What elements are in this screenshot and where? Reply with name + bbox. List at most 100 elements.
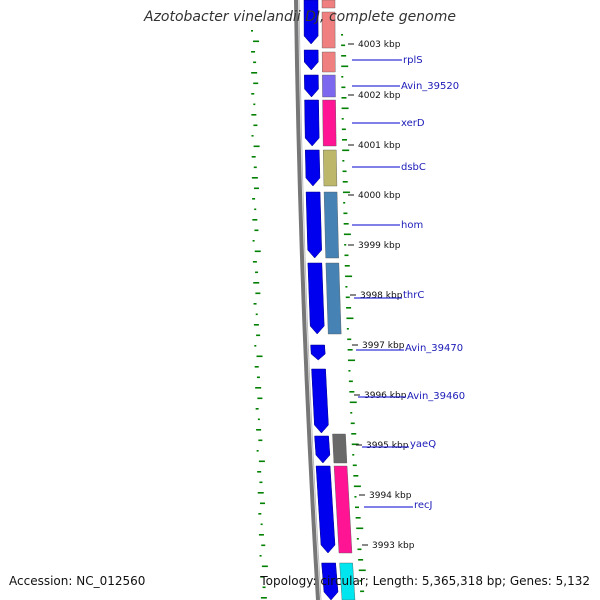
- gc-tick: [345, 275, 353, 278]
- gc-tick: [256, 334, 261, 337]
- gc-tick: [251, 156, 256, 158]
- cds-track: [303, 0, 339, 600]
- gc-tick: [356, 527, 364, 530]
- gc-tick: [256, 429, 262, 431]
- gc-tick: [258, 513, 262, 515]
- gc-tick: [346, 307, 352, 309]
- gc-tick: [257, 418, 260, 421]
- gc-tick: [253, 166, 257, 169]
- gc-tick: [344, 265, 350, 267]
- gc-tick: [262, 586, 266, 589]
- gc-tick: [355, 517, 361, 519]
- gc-tick: [260, 597, 267, 599]
- gc-tick: [255, 387, 262, 389]
- gc-tick: [259, 481, 263, 484]
- gc-tick: [345, 286, 348, 288]
- feature-block: [321, 51, 336, 73]
- gc-tick: [346, 328, 349, 330]
- gc-tick: [256, 355, 263, 358]
- gc-tick: [342, 181, 348, 183]
- kbp-label: 3995 kbp: [366, 441, 409, 451]
- gc-ticks-right: [341, 34, 366, 593]
- gc-tick: [252, 219, 258, 221]
- gc-tick: [353, 475, 359, 477]
- kbp-label: 3997 kbp: [362, 341, 405, 351]
- gc-tick: [253, 40, 260, 43]
- gc-tick: [356, 538, 359, 540]
- gc-tick: [260, 523, 263, 526]
- gene-label-dsbc: dsbC: [401, 162, 426, 173]
- gc-tick: [253, 82, 259, 85]
- gc-tick: [342, 191, 350, 194]
- gene-label-avin-39470: Avin_39470: [405, 343, 463, 354]
- cds-arrow: [305, 191, 322, 259]
- gc-tick: [258, 439, 263, 442]
- gc-tick: [254, 366, 259, 368]
- feature-block: [322, 99, 337, 147]
- gene-label-rpls: rplS: [403, 55, 423, 66]
- gc-tick: [253, 124, 258, 127]
- gc-tick: [251, 93, 255, 95]
- cds-arrow: [311, 368, 329, 434]
- gc-tick: [253, 103, 256, 106]
- gc-tick: [344, 254, 349, 257]
- gc-tick: [357, 548, 362, 551]
- gc-tick: [252, 261, 257, 263]
- gc-tick: [352, 454, 355, 456]
- gc-tick: [254, 208, 257, 211]
- feature-block: [339, 562, 356, 600]
- gc-tick: [349, 391, 355, 393]
- gc-tick: [255, 408, 259, 410]
- gc-tick: [341, 107, 349, 110]
- kbp-label: 4002 kbp: [358, 91, 401, 101]
- gc-tick: [251, 72, 258, 74]
- gene-label-recj: recJ: [414, 500, 433, 511]
- gc-tick: [342, 149, 350, 152]
- gc-tick: [251, 177, 258, 179]
- gc-tick: [253, 145, 260, 148]
- gc-tick: [257, 492, 264, 494]
- gc-tick: [353, 485, 361, 488]
- gc-tick: [257, 471, 262, 473]
- gc-tick: [258, 460, 265, 463]
- gc-tick: [354, 496, 357, 498]
- gc-tick: [343, 212, 348, 215]
- gene-labels: rplS Avin_39520 xerD dsbC hom thrC Avin_39470 A…: [352, 55, 465, 511]
- gc-tick: [258, 534, 264, 536]
- gc-tick: [341, 34, 344, 36]
- feature-block: [322, 74, 336, 98]
- kbp-label: 4001 kbp: [358, 141, 401, 151]
- gc-tick: [254, 345, 257, 347]
- feature-block: [321, 11, 336, 49]
- gc-tick: [256, 450, 259, 452]
- cds-arrow: [304, 149, 321, 187]
- gc-tick: [253, 61, 257, 64]
- gc-tick: [341, 118, 344, 120]
- gc-tick: [341, 97, 347, 99]
- gc-tick: [349, 401, 357, 404]
- feature-block: [332, 433, 348, 464]
- cds-arrow: [321, 562, 339, 600]
- feature-block: [325, 262, 342, 335]
- gc-tick: [253, 187, 259, 190]
- cds-arrow: [303, 49, 319, 71]
- kbp-label: 3993 kbp: [372, 541, 415, 551]
- gc-tick: [341, 55, 347, 57]
- gc-tick: [348, 359, 356, 362]
- gc-tick: [341, 44, 346, 47]
- cds-arrow: [314, 435, 331, 464]
- gc-tick: [341, 128, 346, 131]
- gc-tick: [254, 250, 261, 253]
- gc-tick: [343, 233, 351, 236]
- cds-arrow: [303, 0, 319, 45]
- feature-track: [321, 0, 356, 600]
- gc-tick: [261, 544, 266, 547]
- gc-tick: [259, 555, 262, 557]
- gc-tick: [342, 139, 348, 141]
- gc-tick: [251, 30, 254, 32]
- gc-tick: [346, 317, 354, 320]
- feature-block: [323, 191, 339, 259]
- cds-arrow: [307, 262, 325, 335]
- gc-tick: [358, 559, 364, 561]
